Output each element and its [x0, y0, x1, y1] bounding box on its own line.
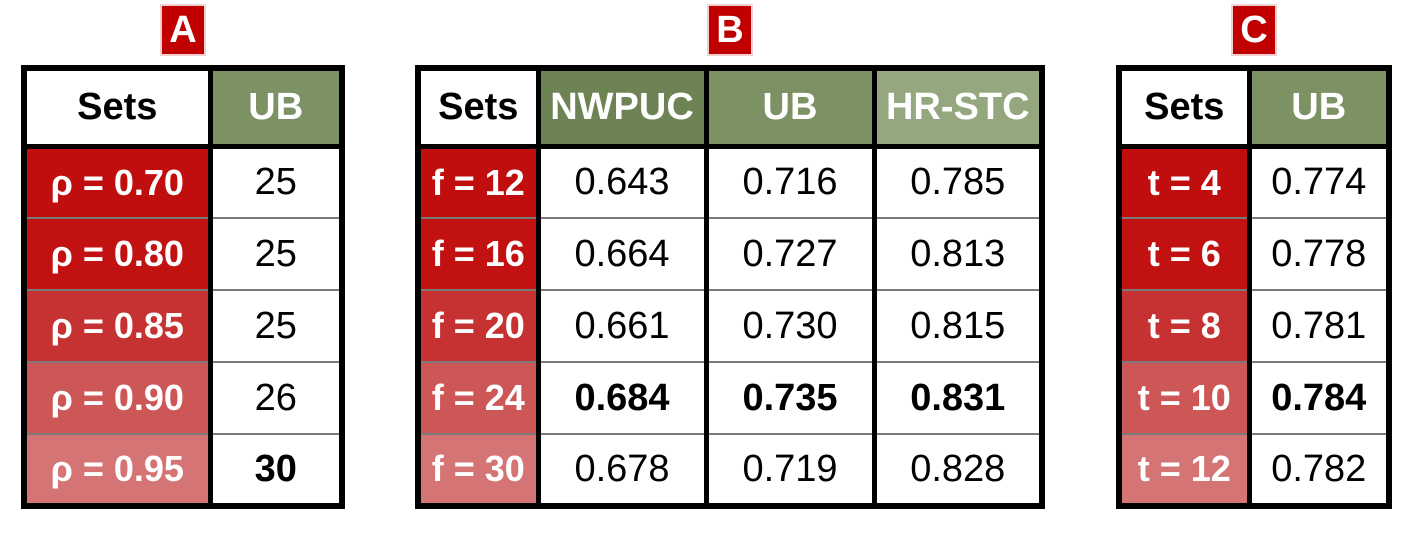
- value-cell: 30: [207, 433, 342, 506]
- row-label-cell: f = 16: [418, 217, 538, 290]
- row-label-cell: ρ = 0.90: [24, 361, 210, 434]
- table-row: t = 10 0.784: [1119, 361, 1389, 434]
- table-row: ρ = 0.70 25: [24, 146, 342, 218]
- row-label-cell: ρ = 0.70: [24, 146, 210, 218]
- table-b-col-header-sets: Sets: [418, 68, 538, 149]
- value-cell: 0.785: [871, 146, 1042, 218]
- table-row: f = 16 0.664 0.727 0.813: [418, 217, 1042, 290]
- table-c: Sets UB t = 4 0.774 t = 6 0.778 t = 8 0.…: [1116, 65, 1392, 509]
- value-cell: 0.784: [1246, 361, 1389, 434]
- row-label-cell: t = 6: [1119, 217, 1249, 290]
- panel-c: C Sets UB t = 4 0.774 t = 6 0.778: [1112, 6, 1396, 509]
- value-cell: 0.678: [535, 433, 706, 506]
- value-cell: 0.664: [535, 217, 706, 290]
- value-cell: 0.831: [871, 361, 1042, 434]
- table-row: ρ = 0.90 26: [24, 361, 342, 434]
- table-row: t = 8 0.781: [1119, 289, 1389, 362]
- table-a-header-row: Sets UB: [24, 68, 342, 149]
- table-row: f = 20 0.661 0.730 0.815: [418, 289, 1042, 362]
- value-cell: 26: [207, 361, 342, 434]
- value-cell: 0.781: [1246, 289, 1389, 362]
- table-row: t = 4 0.774: [1119, 146, 1389, 218]
- table-a: Sets UB ρ = 0.70 25 ρ = 0.80 25 ρ = 0.85…: [21, 65, 345, 509]
- row-label-cell: t = 4: [1119, 146, 1249, 218]
- table-b-col-header-nwpuc: NWPUC: [535, 68, 706, 149]
- row-label-cell: f = 12: [418, 146, 538, 218]
- value-cell: 25: [207, 217, 342, 290]
- value-cell: 25: [207, 289, 342, 362]
- panel-b-label-badge: B: [709, 6, 751, 54]
- table-a-col-header-sets: Sets: [24, 68, 210, 149]
- row-label-cell: f = 24: [418, 361, 538, 434]
- table-row: f = 12 0.643 0.716 0.785: [418, 146, 1042, 218]
- table-b-header-row: Sets NWPUC UB HR-STC: [418, 68, 1042, 149]
- table-b: Sets NWPUC UB HR-STC f = 12 0.643 0.716 …: [415, 65, 1045, 509]
- table-row: ρ = 0.85 25: [24, 289, 342, 362]
- value-cell: 0.716: [703, 146, 874, 218]
- panel-c-label-badge: C: [1233, 6, 1275, 54]
- row-label-cell: t = 8: [1119, 289, 1249, 362]
- value-cell: 0.643: [535, 146, 706, 218]
- value-cell: 0.813: [871, 217, 1042, 290]
- value-cell: 0.782: [1246, 433, 1389, 506]
- value-cell: 0.727: [703, 217, 874, 290]
- table-row: f = 30 0.678 0.719 0.828: [418, 433, 1042, 506]
- value-cell: 0.828: [871, 433, 1042, 506]
- row-label-cell: t = 10: [1119, 361, 1249, 434]
- table-row: t = 12 0.782: [1119, 433, 1389, 506]
- table-b-col-header-ub: UB: [703, 68, 874, 149]
- value-cell: 0.661: [535, 289, 706, 362]
- value-cell: 0.815: [871, 289, 1042, 362]
- value-cell: 0.730: [703, 289, 874, 362]
- row-label-cell: f = 20: [418, 289, 538, 362]
- table-row: t = 6 0.778: [1119, 217, 1389, 290]
- row-label-cell: ρ = 0.85: [24, 289, 210, 362]
- panel-a: A Sets UB ρ = 0.70 25 ρ = 0.80 25: [18, 6, 348, 509]
- table-row: ρ = 0.80 25: [24, 217, 342, 290]
- table-a-col-header-ub: UB: [207, 68, 342, 149]
- table-c-header-row: Sets UB: [1119, 68, 1389, 149]
- value-cell: 0.719: [703, 433, 874, 506]
- table-row: ρ = 0.95 30: [24, 433, 342, 506]
- table-c-col-header-ub: UB: [1246, 68, 1389, 149]
- table-b-col-header-hr-stc: HR-STC: [871, 68, 1042, 149]
- panel-b: B Sets NWPUC UB HR-STC f = 12 0.643 0.71…: [405, 6, 1055, 509]
- table-row: f = 24 0.684 0.735 0.831: [418, 361, 1042, 434]
- value-cell: 0.735: [703, 361, 874, 434]
- value-cell: 25: [207, 146, 342, 218]
- row-label-cell: ρ = 0.95: [24, 433, 210, 506]
- value-cell: 0.778: [1246, 217, 1389, 290]
- table-c-col-header-sets: Sets: [1119, 68, 1249, 149]
- panel-a-label-badge: A: [162, 6, 204, 54]
- row-label-cell: t = 12: [1119, 433, 1249, 506]
- row-label-cell: f = 30: [418, 433, 538, 506]
- value-cell: 0.684: [535, 361, 706, 434]
- row-label-cell: ρ = 0.80: [24, 217, 210, 290]
- value-cell: 0.774: [1246, 146, 1389, 218]
